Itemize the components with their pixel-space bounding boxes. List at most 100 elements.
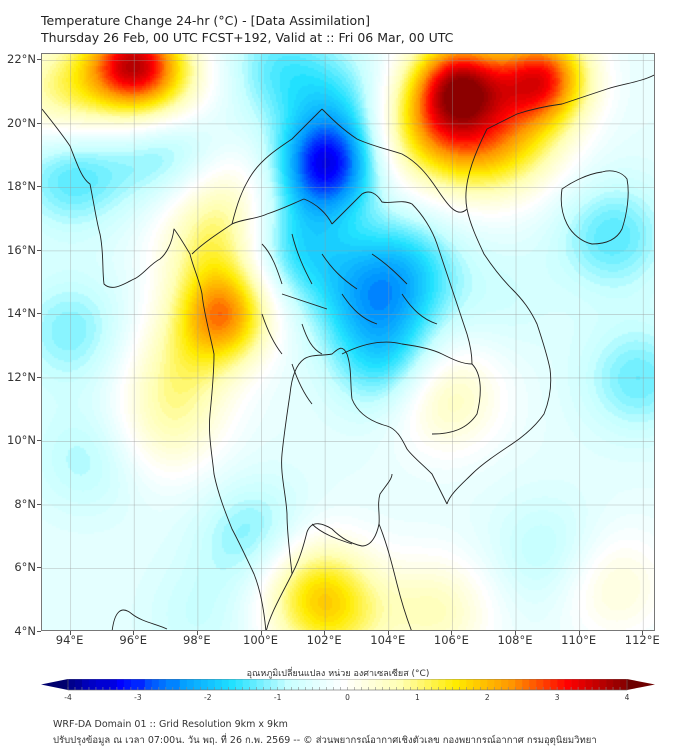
colorbar-band: [480, 679, 488, 690]
lon-tick-mark: [578, 631, 580, 635]
lon-tick-label: 96°E: [119, 633, 148, 647]
lon-tick-label: 100°E: [243, 633, 278, 647]
lon-tick-mark: [324, 631, 326, 635]
lon-tick-label: 112°E: [624, 633, 660, 647]
temperature-field: [42, 54, 654, 630]
colorbar-band: [473, 679, 481, 690]
coastline-hainan: [560, 170, 629, 245]
lon-tick-label: 110°E: [561, 633, 597, 647]
colorbar-band: [445, 679, 453, 690]
lat-tick-label: 20°N: [7, 115, 36, 130]
border-thailand-laos: [331, 191, 473, 365]
colorbar-tick-label: 2: [484, 693, 490, 702]
lon-tick-label: 108°E: [497, 633, 533, 647]
colorbar-band: [158, 679, 167, 690]
map-overlay: [42, 54, 654, 630]
colorbar-band: [487, 679, 495, 690]
lat-tick-label: 18°N: [7, 179, 36, 194]
colorbar-band: [151, 679, 160, 690]
lat-tick-mark: [37, 313, 41, 315]
colorbar-band: [144, 679, 153, 690]
lat-tick-mark: [37, 631, 41, 632]
lon-tick-label: 98°E: [183, 633, 211, 647]
colorbar-band: [207, 679, 216, 690]
colorbar-band: [326, 679, 334, 690]
colorbar-tick-label: 3: [554, 693, 560, 702]
colorbar-band: [193, 679, 202, 690]
colorbar: [41, 679, 655, 691]
lon-tick-mark: [642, 631, 644, 635]
lat-tick-label: 16°N: [7, 242, 36, 257]
colorbar-band: [592, 679, 600, 690]
colorbar-band: [606, 679, 614, 690]
colorbar-band: [116, 679, 125, 690]
colorbar-band: [179, 679, 188, 690]
border-cambodia: [341, 341, 481, 435]
colorbar-band: [256, 679, 264, 690]
colorbar-band: [165, 679, 174, 690]
colorbar-band: [340, 679, 348, 690]
lon-tick-mark: [515, 631, 517, 635]
colorbar-band: [564, 679, 572, 690]
colorbar-label: อุณหภูมิเปลี่ยนแปลง หน่วย องศาเซลเซียส (…: [246, 669, 430, 679]
colorbar-band: [347, 679, 355, 690]
lon-tick-mark: [69, 631, 71, 635]
colorbar-band: [109, 679, 118, 690]
colorbar-over-arrow: [627, 679, 655, 690]
lon-tick-mark: [260, 631, 262, 635]
colorbar-band: [452, 679, 460, 690]
colorbar-band: [459, 679, 467, 690]
lat-tick-mark: [37, 186, 41, 188]
colorbar-band: [438, 679, 446, 690]
colorbar-under-arrow: [41, 679, 68, 690]
coastline-thai-gulf-upper: [281, 347, 448, 575]
colorbar-band: [578, 679, 586, 690]
colorbar-band: [68, 679, 76, 690]
coastline-china-south: [486, 74, 654, 130]
colorbar-band: [263, 679, 271, 690]
colorbar-band: [403, 679, 411, 690]
colorbar-band: [242, 679, 250, 690]
coastline-vietnam: [446, 128, 552, 505]
lat-tick-label: 8°N: [14, 496, 36, 511]
border-laos-vietnam: [321, 108, 468, 213]
lat-tick-label: 14°N: [7, 306, 36, 321]
chart-subtitle: Thursday 26 Feb, 00 UTC FCST+192, Valid …: [41, 30, 454, 45]
colorbar-band: [522, 679, 530, 690]
colorbar-band: [613, 679, 621, 690]
lon-tick-label: 102°E: [306, 633, 342, 647]
colorbar-band: [291, 679, 299, 690]
lon-tick-label: 106°E: [433, 633, 469, 647]
colorbar-tick-label: -3: [134, 693, 142, 702]
colorbar-band: [431, 679, 439, 690]
colorbar-band: [536, 679, 544, 690]
colorbar-band: [88, 679, 97, 690]
colorbar-band: [333, 679, 341, 690]
border-myanmar-thailand: [191, 198, 333, 255]
temperature-change-map[interactable]: [41, 53, 655, 631]
coastline-malaysia-east: [378, 523, 412, 630]
colorbar-band: [249, 679, 257, 690]
colorbar-band: [221, 679, 230, 690]
colorbar-band: [284, 679, 292, 690]
colorbar-band: [466, 679, 474, 690]
colorbar-band: [368, 679, 376, 690]
colorbar-band: [494, 679, 502, 690]
colorbar-band: [417, 679, 425, 690]
colorbar-band: [375, 679, 383, 690]
colorbar-band: [529, 679, 537, 690]
colorbar-band: [172, 679, 181, 690]
colorbar-band: [200, 679, 209, 690]
colorbar-tick-label: -1: [273, 693, 282, 702]
coastlines-and-borders: [42, 74, 654, 630]
colorbar-band: [389, 679, 397, 690]
lon-tick-mark: [133, 631, 135, 635]
lon-tick-label: 94°E: [55, 633, 84, 647]
border-malaysia-thailand: [311, 523, 353, 545]
colorbar-band: [620, 679, 628, 690]
lat-tick-label: 12°N: [7, 369, 36, 384]
colorbar-tick-label: -4: [64, 693, 72, 702]
lat-tick-label: 4°N: [14, 624, 36, 638]
colorbar-band: [235, 679, 243, 690]
lon-tick-mark: [451, 631, 453, 635]
